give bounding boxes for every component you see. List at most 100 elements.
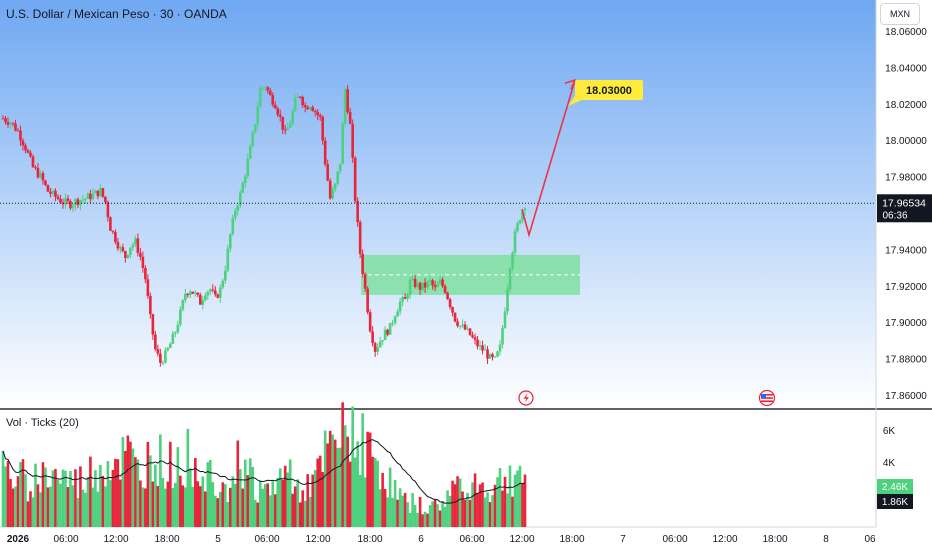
- candle-body: [418, 283, 422, 290]
- candle-body: [341, 123, 344, 165]
- volume-bar: [266, 483, 270, 527]
- volume-bar: [503, 476, 507, 527]
- volume-bar: [408, 512, 412, 527]
- candle-body: [333, 183, 337, 190]
- candle-body: [391, 322, 394, 324]
- volume-bar: [34, 463, 37, 527]
- candle-body: [471, 335, 474, 338]
- candle-body: [453, 312, 457, 322]
- volume-bar: [164, 488, 167, 527]
- price-tick-label: 18.00000: [885, 136, 927, 147]
- volume-bar: [184, 487, 187, 527]
- volume-bar: [209, 459, 212, 527]
- volume-bar: [461, 491, 464, 527]
- volume-bar: [139, 480, 142, 527]
- price-pane-bg: [0, 0, 876, 408]
- candle-body: [213, 290, 217, 295]
- time-tick-label: 06:00: [662, 534, 687, 545]
- candle-body: [196, 292, 200, 295]
- candle-body: [513, 231, 517, 253]
- candle-body: [481, 345, 484, 351]
- volume-bar: [328, 430, 332, 527]
- candle-body: [473, 337, 477, 340]
- candle-body: [363, 274, 367, 289]
- volume-bar: [426, 513, 429, 527]
- lightning-icon[interactable]: [518, 390, 534, 406]
- volume-bar: [81, 489, 85, 527]
- volume-bar: [121, 436, 125, 527]
- volume-bar: [119, 479, 122, 527]
- demand-zone-rect: [361, 254, 580, 295]
- volume-bar: [236, 440, 240, 527]
- volume-bar: [381, 472, 384, 527]
- volume-bar: [291, 493, 295, 527]
- volume-bar: [124, 450, 127, 527]
- candle-body: [6, 121, 10, 125]
- candle-body: [99, 188, 102, 197]
- candle-body: [84, 198, 87, 200]
- candle-body: [288, 123, 292, 128]
- price-tick-label: 17.92000: [885, 282, 927, 293]
- candle-body: [226, 248, 230, 271]
- time-tick-label: 2026: [7, 534, 30, 545]
- candle-body: [121, 247, 125, 252]
- candle-body: [169, 343, 172, 348]
- candle-body: [413, 278, 417, 287]
- candle-body: [301, 97, 305, 106]
- candle-body: [256, 107, 260, 125]
- volume-bar: [451, 480, 454, 527]
- candle-body: [331, 189, 334, 199]
- volume-bar: [508, 465, 512, 527]
- volume-bar: [348, 461, 352, 527]
- candle-body: [466, 328, 469, 330]
- volume-bar: [403, 492, 407, 527]
- volume-bar: [106, 461, 110, 527]
- candle-body: [291, 110, 295, 124]
- volume-bar: [84, 492, 87, 527]
- candle-body: [81, 199, 85, 201]
- volume-bar: [398, 488, 402, 527]
- us-flag-icon[interactable]: [758, 389, 776, 407]
- volume-bar: [481, 482, 484, 527]
- volume-bar: [54, 468, 57, 527]
- time-tick-label: 7: [620, 534, 626, 545]
- volume-bar: [248, 458, 252, 527]
- candles: [1, 84, 527, 367]
- candle-body: [441, 279, 444, 287]
- candle-body: [518, 220, 522, 224]
- candle-body: [64, 198, 67, 205]
- candle-body: [271, 95, 275, 105]
- volume-bar: [154, 464, 157, 527]
- candle-body: [381, 340, 384, 342]
- candle-body: [296, 96, 300, 98]
- volume-bar: [79, 466, 82, 527]
- volume-bar: [511, 496, 514, 527]
- volume-bar: [11, 488, 15, 527]
- volume-bar: [268, 495, 272, 527]
- candle-body: [488, 354, 492, 359]
- candle-body: [94, 190, 97, 194]
- candle-body: [114, 231, 117, 243]
- candle-body: [436, 284, 439, 288]
- target-label[interactable]: 18.03000: [568, 80, 643, 106]
- volume-bar: [149, 455, 152, 527]
- candle-body: [166, 347, 170, 351]
- price-axis: 18.06000 18.04000 18.02000 18.00000 17.98000…: [877, 27, 932, 402]
- volume-bar: [56, 479, 60, 527]
- candle-body: [318, 115, 322, 117]
- candle-body: [191, 291, 195, 294]
- currency-badge[interactable]: MXN: [880, 3, 920, 25]
- volume-bar: [109, 480, 112, 527]
- volume-bar: [378, 489, 382, 527]
- candle-body: [328, 180, 332, 199]
- candle-body: [101, 188, 105, 197]
- volume-bar: [4, 466, 7, 527]
- volume-bar: [428, 505, 432, 527]
- volume-bar: [44, 467, 47, 527]
- candle-body: [516, 223, 519, 232]
- volume-bar: [306, 474, 310, 527]
- candle-body: [521, 210, 524, 221]
- volume-bar: [228, 487, 232, 527]
